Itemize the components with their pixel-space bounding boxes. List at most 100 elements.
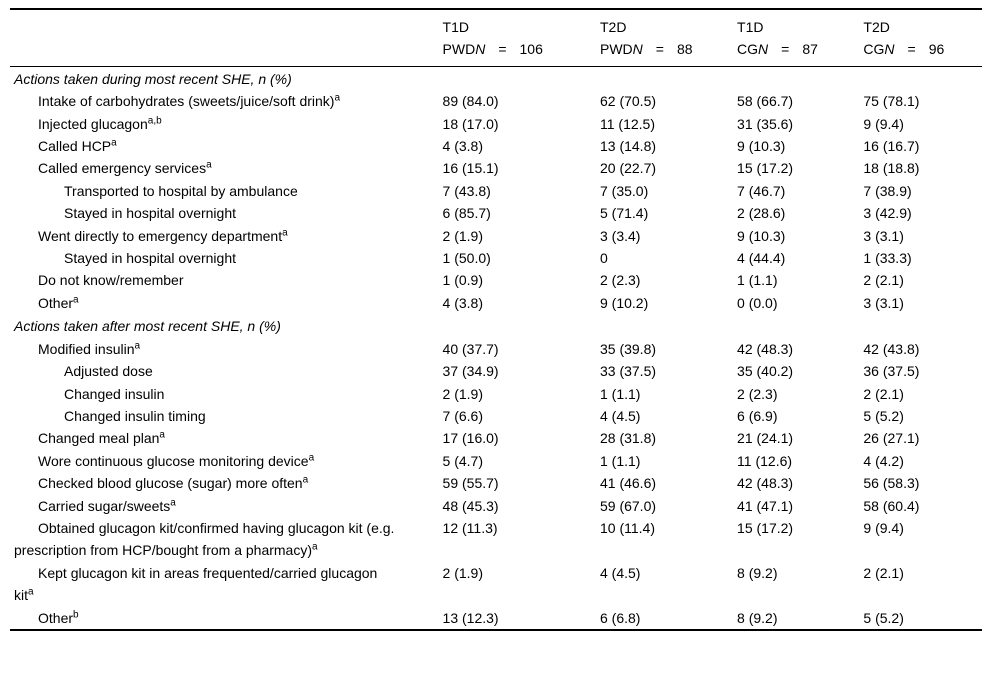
footnote-marker: a bbox=[308, 452, 315, 464]
column-header-t1d-cg: T1D CGN = 87 bbox=[737, 9, 864, 67]
cell-value: 3 (3.4) bbox=[599, 227, 641, 244]
cell-value: 48 (45.3) bbox=[442, 497, 499, 514]
column-header-t2d-cg: T2D CGN = 96 bbox=[863, 9, 982, 67]
cell-value: 11 (12.6) bbox=[737, 452, 793, 469]
cell-value: 2 (2.3) bbox=[599, 272, 641, 289]
cell-value: 5 (4.7) bbox=[442, 452, 483, 469]
cell-value: 58 (66.7) bbox=[737, 93, 794, 110]
column-header-t1d-pwd: T1D PWDN = 106 bbox=[442, 9, 600, 67]
cell-value: 15 (17.2) bbox=[737, 519, 794, 536]
cell-value: 40 (37.7) bbox=[442, 340, 499, 357]
table-row: Carried sugar/sweetsa 48 (45.3) 59 (67.0) 4… bbox=[10, 495, 982, 517]
table-row: Kept glucagon kit in areas frequented/ca… bbox=[10, 562, 982, 607]
cell-value: 1 (1.1) bbox=[737, 272, 778, 289]
cell-value: 35 (39.8) bbox=[599, 340, 657, 357]
cell-value: 17 (16.0) bbox=[442, 430, 499, 447]
equals-sign: = bbox=[498, 41, 507, 58]
cell-value: 8 (9.2) bbox=[737, 609, 778, 626]
cell-value: 4 (3.8) bbox=[442, 294, 483, 311]
cell-value: 28 (31.8) bbox=[599, 430, 657, 447]
column-n-symbol: N bbox=[758, 41, 769, 58]
cell-value: 16 (15.1) bbox=[442, 160, 499, 177]
cell-value: 21 (24.1) bbox=[737, 430, 794, 447]
equals-sign: = bbox=[781, 41, 790, 58]
row-label: Obtained glucagon kit/confirmed having g… bbox=[14, 519, 395, 559]
header-empty-cell bbox=[10, 9, 443, 67]
cell-value: 2 (28.6) bbox=[737, 205, 786, 222]
section-title: Actions taken during most recent SHE, n … bbox=[14, 70, 292, 87]
cell-value: 4 (4.5) bbox=[599, 564, 641, 581]
cell-value: 2 (2.1) bbox=[863, 385, 904, 402]
cell-value: 5 (5.2) bbox=[863, 609, 904, 626]
column-type-label: T2D bbox=[599, 19, 627, 35]
footnote-marker: a,b bbox=[147, 114, 162, 126]
cell-value: 2 (1.9) bbox=[442, 385, 483, 402]
footnote-marker: a bbox=[159, 429, 165, 441]
cell-value: 11 (12.5) bbox=[599, 115, 655, 132]
equals-sign: = bbox=[907, 41, 916, 58]
row-label: Stayed in hospital overnight bbox=[64, 205, 236, 222]
table-row: Transported to hospital by ambulance 7 (4… bbox=[10, 180, 982, 202]
cell-value: 2 (1.9) bbox=[442, 227, 483, 244]
cell-value: 9 (10.3) bbox=[737, 227, 786, 244]
column-group-label: CG bbox=[863, 41, 885, 58]
cell-value: 5 (5.2) bbox=[863, 407, 904, 424]
results-table: T1D PWDN = 106 T2D PWDN = 88 T1D CGN = 87 T2D … bbox=[10, 8, 982, 631]
table-row: Obtained glucagon kit/confirmed having g… bbox=[10, 517, 982, 562]
row-label: Injected glucagona,b bbox=[38, 114, 162, 132]
column-group-label: PWD bbox=[599, 41, 633, 58]
table-row: Do not know/remember 1 (0.9) 2 (2.3) 1 (1.1… bbox=[10, 269, 982, 291]
footnote-marker: a bbox=[282, 227, 288, 238]
cell-value: 6 (6.8) bbox=[599, 609, 641, 626]
table-row: Checked blood glucose (sugar) more often… bbox=[10, 472, 982, 494]
cell-value: 36 (37.5) bbox=[863, 363, 920, 380]
cell-value: 42 (48.3) bbox=[737, 475, 794, 492]
cell-value: 89 (84.0) bbox=[442, 93, 499, 110]
footnote-marker: a bbox=[206, 159, 212, 171]
paper-page: T1D PWDN = 106 T2D PWDN = 88 T1D CGN = 87 T2D … bbox=[10, 8, 982, 631]
cell-value: 3 (3.1) bbox=[863, 227, 904, 244]
cell-value: 9 (10.3) bbox=[737, 138, 786, 155]
section-header-row: Actions taken after most recent SHE, n (… bbox=[10, 314, 982, 337]
column-group-label: PWD bbox=[442, 41, 476, 58]
cell-value: 2 (2.1) bbox=[863, 564, 904, 581]
cell-value: 18 (18.8) bbox=[863, 160, 920, 177]
row-label: Changed insulin timing bbox=[64, 407, 206, 424]
table-row: Othera 4 (3.8) 9 (10.2) 0 (0.0) 3 (3.1) bbox=[10, 292, 982, 314]
cell-value: 35 (40.2) bbox=[737, 363, 794, 380]
column-type-label: T1D bbox=[442, 19, 469, 35]
column-n-symbol: N bbox=[884, 41, 895, 58]
equals-sign: = bbox=[655, 41, 664, 58]
cell-value: 4 (3.8) bbox=[442, 138, 483, 155]
cell-value: 2 (1.9) bbox=[442, 564, 483, 581]
column-type-label: T1D bbox=[737, 19, 764, 35]
cell-value: 4 (44.4) bbox=[737, 250, 786, 267]
cell-value: 41 (46.6) bbox=[599, 475, 657, 492]
cell-value: 7 (46.7) bbox=[737, 182, 786, 199]
cell-value: 7 (6.6) bbox=[442, 407, 483, 424]
cell-value: 2 (2.1) bbox=[863, 272, 904, 289]
row-label: Stayed in hospital overnight bbox=[64, 250, 236, 267]
cell-value: 16 (16.7) bbox=[863, 138, 920, 155]
section-header-row: Actions taken during most recent SHE, n … bbox=[10, 66, 982, 90]
cell-value: 15 (17.2) bbox=[737, 160, 794, 177]
column-n-line: CGN = 96 bbox=[863, 38, 982, 60]
row-label: Changed insulin bbox=[64, 385, 165, 402]
row-label: Called emergency servicesa bbox=[38, 159, 212, 177]
cell-value: 42 (43.8) bbox=[863, 340, 920, 357]
column-n-value: 106 bbox=[519, 41, 543, 58]
column-type-label: T2D bbox=[863, 19, 890, 35]
row-label: Othera bbox=[38, 294, 79, 311]
table-row: Wore continuous glucose monitoring devic… bbox=[10, 450, 982, 472]
cell-value: 6 (6.9) bbox=[737, 407, 778, 424]
cell-value: 1 (50.0) bbox=[442, 250, 491, 267]
row-label: Checked blood glucose (sugar) more often… bbox=[38, 474, 309, 492]
row-label: Called HCPa bbox=[38, 137, 117, 155]
cell-value: 75 (78.1) bbox=[863, 93, 920, 110]
cell-value: 9 (10.2) bbox=[599, 294, 649, 311]
cell-value: 6 (85.7) bbox=[442, 205, 491, 222]
table-row: Stayed in hospital overnight 1 (50.0) 0 4 (… bbox=[10, 247, 982, 269]
cell-value: 13 (12.3) bbox=[442, 609, 499, 626]
footnote-marker: a bbox=[111, 137, 117, 149]
cell-value: 9 (9.4) bbox=[863, 115, 904, 132]
